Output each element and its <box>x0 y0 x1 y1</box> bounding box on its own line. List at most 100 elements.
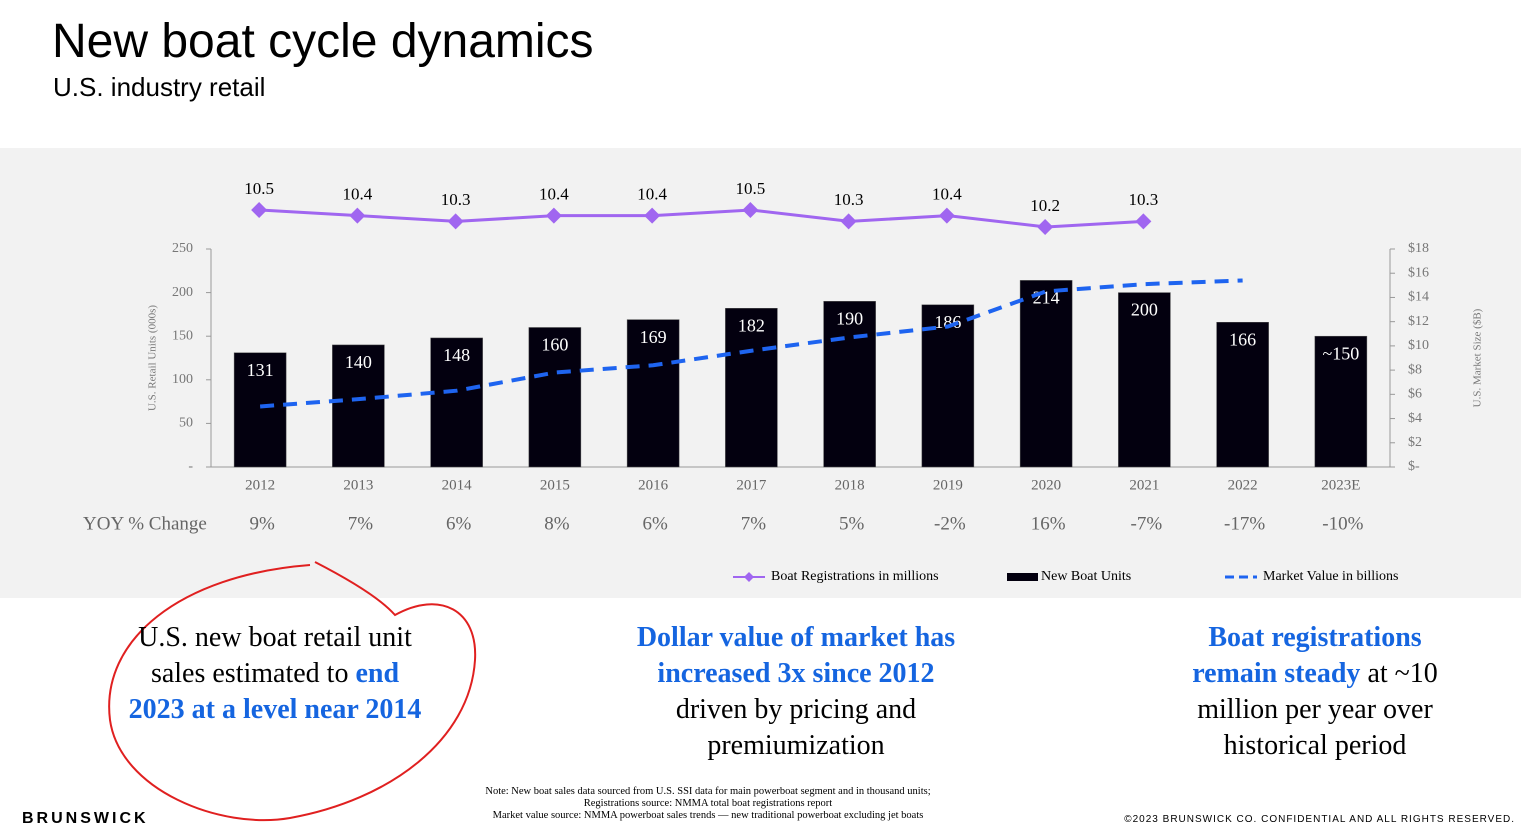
legend-label: New Boat Units <box>1041 569 1131 584</box>
y-tick-label: 50 <box>179 416 193 431</box>
callout: U.S. new boat retail unit sales estimate… <box>120 620 430 728</box>
bar <box>823 301 876 468</box>
bar <box>528 327 582 468</box>
bar <box>1019 280 1073 468</box>
callout-text: at ~10 million per year over historical … <box>1197 658 1438 761</box>
note: Note: New boat sales data sourced from U… <box>485 786 931 797</box>
y2-tick-label: $10 <box>1408 338 1429 353</box>
y2-tick-label: $18 <box>1408 241 1429 256</box>
registrations-marker <box>545 207 562 224</box>
bar <box>1216 321 1269 468</box>
y-axis-label: U.S. Retail Units (000s) <box>147 305 159 411</box>
y2-tick-label: $6 <box>1408 387 1422 402</box>
note: Market value source: NMMA powerboat sale… <box>492 810 924 821</box>
bar-label: ~150 <box>1323 343 1360 363</box>
yoy-label: YOY % Change <box>83 513 207 534</box>
yoy-value: 5% <box>839 513 865 534</box>
y-tick-label: 200 <box>172 285 193 300</box>
registrations-marker <box>644 207 661 224</box>
market-line <box>259 278 1243 409</box>
registrations-marker <box>447 213 464 230</box>
bar <box>626 319 680 468</box>
registrations-label: 10.3 <box>1129 190 1159 209</box>
x-tick-label: 2020 <box>1031 477 1061 493</box>
registrations-label: 10.3 <box>441 190 471 209</box>
y2-axis-label: U.S. Market Size ($B) <box>1472 308 1484 407</box>
bar-label: 200 <box>1131 300 1158 320</box>
y2-tick-label: $14 <box>1408 290 1429 305</box>
yoy-value: 16% <box>1031 513 1066 534</box>
callout: Dollar value of market has increased 3x … <box>620 620 972 764</box>
bar-label: 169 <box>640 327 667 347</box>
y-tick-label: - <box>188 459 193 474</box>
y2-tick-label: $8 <box>1408 362 1422 377</box>
yoy-value: -2% <box>934 513 966 534</box>
y2-tick-label: $4 <box>1408 411 1422 426</box>
bar-label: 182 <box>738 315 765 335</box>
registrations-marker <box>349 207 366 224</box>
registrations-label: 10.2 <box>1030 196 1060 215</box>
x-tick-label: 2023E <box>1321 477 1360 493</box>
registrations-marker <box>938 207 955 224</box>
yoy-value: 9% <box>249 513 275 534</box>
y2-tick-label: $2 <box>1408 435 1422 450</box>
x-tick-label: 2013 <box>343 477 373 493</box>
registrations-label: 10.4 <box>637 185 667 204</box>
yoy-value: 6% <box>642 513 668 534</box>
x-tick-label: 2021 <box>1129 477 1159 493</box>
registrations-label: 10.3 <box>834 190 864 209</box>
yoy-value: -10% <box>1322 513 1363 534</box>
yoy-value: 7% <box>348 513 374 534</box>
legend-marker <box>744 572 754 582</box>
bar-label: 186 <box>934 312 961 332</box>
annotation-circle <box>108 561 477 822</box>
bar <box>921 304 975 468</box>
x-tick-label: 2012 <box>245 477 275 493</box>
registrations-marker <box>251 202 268 218</box>
legend-label: Boat Registrations in millions <box>771 569 939 584</box>
yoy-value: 6% <box>446 513 472 534</box>
y-tick-label: 250 <box>172 241 193 256</box>
y2-tick-label: $16 <box>1408 265 1429 280</box>
legend-swatch <box>1007 573 1038 581</box>
registrations-label: 10.4 <box>932 185 962 204</box>
bar-label: 140 <box>345 352 372 372</box>
registrations-marker <box>1135 213 1152 230</box>
registrations-marker <box>1037 219 1054 235</box>
registrations-label: 10.4 <box>343 185 373 204</box>
callout-text: driven by pricing and premiumization <box>675 694 917 761</box>
x-tick-label: 2015 <box>540 477 570 493</box>
x-tick-label: 2022 <box>1228 477 1258 493</box>
brand: BRUNSWICK <box>22 810 149 827</box>
yoy-value: 7% <box>741 513 767 534</box>
bar-label: 190 <box>836 308 863 328</box>
y2-tick-label: $12 <box>1408 314 1429 329</box>
notes: Note: New boat sales data sourced from U… <box>420 786 996 822</box>
bar <box>233 352 287 468</box>
callout-text: U.S. new boat retail unit sales estimate… <box>138 622 412 689</box>
registrations-marker <box>840 213 857 230</box>
y2-tick-label: $- <box>1408 459 1420 474</box>
bar-label: 160 <box>541 335 568 355</box>
subtitle: U.S. industry retail <box>53 72 266 102</box>
registrations-label: 10.5 <box>244 179 274 198</box>
x-tick-label: 2014 <box>442 477 473 493</box>
callout-emphasis: end 2023 at a level near 2014 <box>128 658 422 725</box>
copyright: ©2023 BRUNSWICK CO. CONFIDENTIAL AND ALL… <box>1124 814 1515 825</box>
y-tick-label: 150 <box>172 328 193 343</box>
registrations-label: 10.5 <box>736 179 766 198</box>
bar-label: 131 <box>247 360 274 380</box>
yoy-value: -7% <box>1131 513 1163 534</box>
callout-emphasis: Dollar value of market has increased 3x … <box>636 622 956 689</box>
yoy-value: 8% <box>544 513 570 534</box>
callout: Boat registrations remain steady at ~10 … <box>1170 620 1460 764</box>
bar <box>1118 292 1171 468</box>
legend-label: Market Value in billions <box>1263 569 1398 584</box>
bar-label: 166 <box>1229 329 1256 349</box>
bar <box>725 308 778 468</box>
note: Registrations source: NMMA total boat re… <box>583 798 833 809</box>
bar <box>1314 335 1368 468</box>
bar <box>430 337 483 468</box>
